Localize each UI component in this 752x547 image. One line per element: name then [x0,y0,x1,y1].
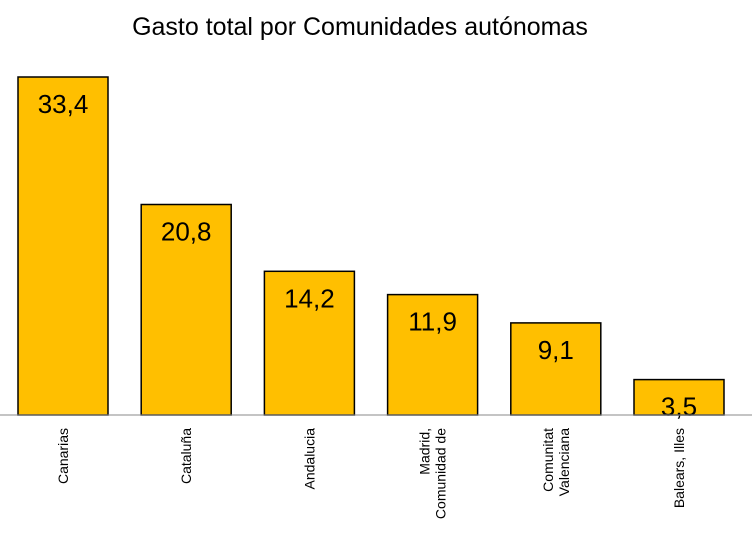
chart-title: Gasto total por Comunidades autónomas [132,13,588,41]
value-label-balears-illes: 3,5 [661,392,697,422]
bar-cataluna [140,203,232,416]
value-label-cataluna: 20,8 [161,217,212,247]
bar-comunitat-valenciana [510,322,602,416]
category-label-andalucia: Andalucia [301,428,317,490]
category-label-comunitat-valenciana: ComunitatValenciana [540,428,572,496]
category-label-canarias: Canarias [55,428,71,484]
category-labels-group: Canarias Cataluña Andalucia Madrid,Comunida… [55,428,687,519]
category-label-balears-illes: Balears, Illes [671,428,687,508]
bar-canarias [17,76,109,416]
category-label-madrid-comunidad-de: Madrid,Comunidad de [417,428,449,519]
value-label-madrid-comunidad-de: 11,9 [408,307,457,337]
category-label-cataluna: Cataluña [178,428,194,484]
bar-madrid-comunidad-de [386,293,479,416]
value-label-canarias: 33,4 [38,89,89,119]
bars-group: 33,4 20,8 14,2 11,9 9,1 3,5 [17,76,725,422]
value-label-andalucia: 14,2 [284,283,335,313]
bar-andalucia [263,270,356,416]
value-label-comunitat-valenciana: 9,1 [538,335,574,365]
